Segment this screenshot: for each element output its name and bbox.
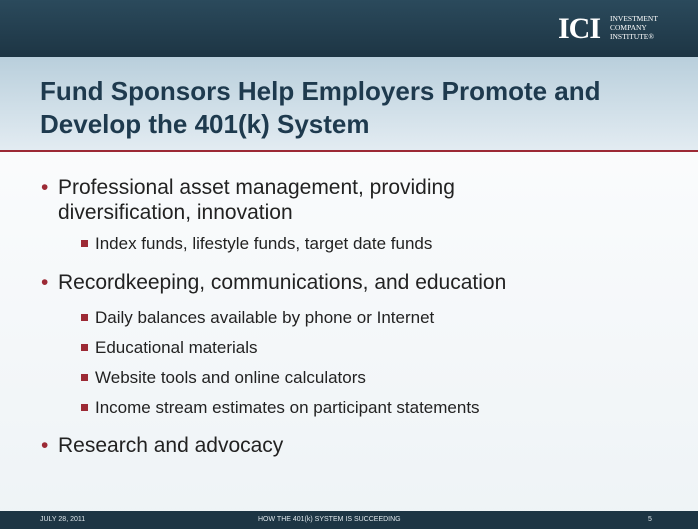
bullet: Recordkeeping, communications, and educa…: [41, 270, 506, 295]
page-number: 5: [648, 516, 652, 523]
logo-line: INVESTMENT: [610, 14, 658, 23]
logo: ICI: [558, 12, 601, 45]
sub-bullet: Educational materials: [81, 338, 258, 357]
sub-bullet: Website tools and online calculators: [81, 368, 366, 387]
bullet: Research and advocacy: [41, 433, 283, 458]
footer-title: HOW THE 401(k) SYSTEM IS SUCCEEDING: [258, 516, 401, 523]
logo-line: INSTITUTE®: [610, 32, 655, 41]
logo-text: INVESTMENT COMPANY INSTITUTE®: [610, 14, 658, 41]
sub-bullet: Daily balances available by phone or Int…: [80, 308, 435, 327]
logo-line: COMPANY: [610, 23, 647, 32]
divider: [0, 150, 698, 152]
sub-bullet: Index funds, lifestyle funds, target dat…: [80, 234, 433, 253]
bullet: Professional asset management, providing…: [41, 175, 548, 225]
footer: JULY 28, 2011 HOW THE 401(k) SYSTEM IS S…: [0, 511, 698, 529]
footer-date: JULY 28, 2011: [40, 516, 86, 523]
title-band: [0, 57, 698, 151]
top-bar: ICI INVESTMENT COMPANY INSTITUTE®: [0, 0, 698, 57]
slide-title: Fund Sponsors Help Employers Promote and…: [40, 76, 601, 139]
sub-bullet: Income stream estimates on participant s…: [81, 398, 480, 417]
